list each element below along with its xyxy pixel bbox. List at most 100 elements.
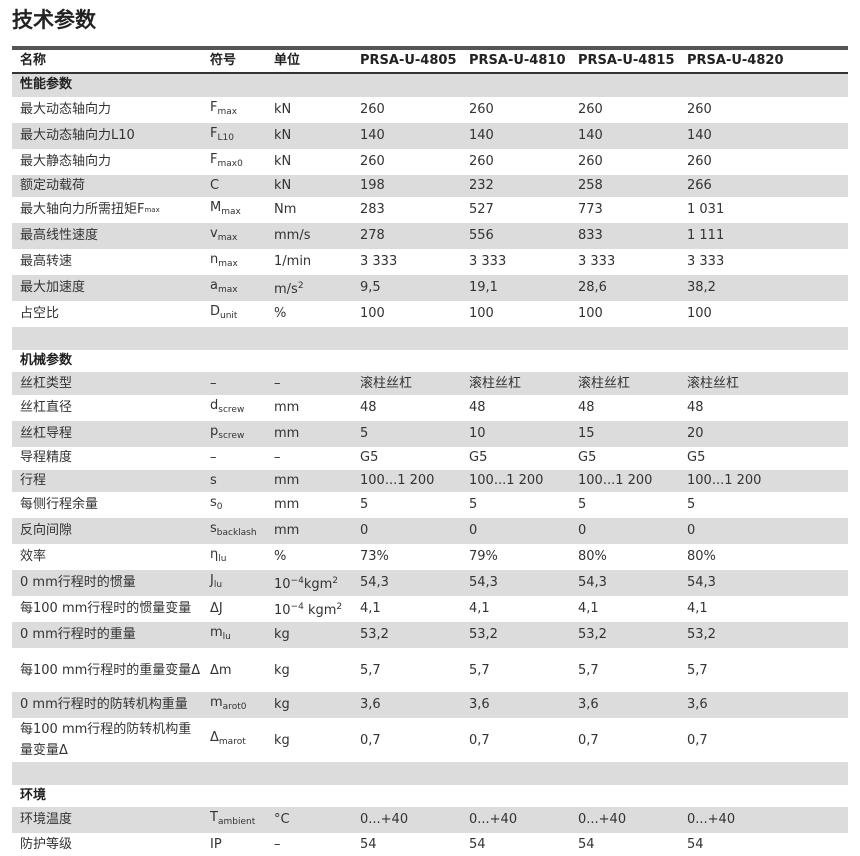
- value-cell: 0,7: [469, 732, 490, 748]
- unit-cell: mm: [266, 395, 352, 421]
- unit-cell: m/s2: [266, 275, 352, 302]
- unit-cell: mm: [266, 492, 352, 518]
- param-name: 环境温度: [12, 807, 202, 834]
- unit: kN: [274, 153, 292, 169]
- symbol: F: [210, 125, 218, 141]
- symbol-subscript: lu: [213, 580, 223, 591]
- value-cell: 28,6: [570, 275, 679, 302]
- value-cell: 0...+40: [352, 807, 461, 834]
- unit-cell: mm: [266, 518, 352, 545]
- unit-cell: mm/s: [266, 223, 352, 250]
- symbol: C: [210, 177, 220, 193]
- value-cell: 3 333: [687, 254, 725, 270]
- symbol: s: [210, 495, 217, 511]
- value-cell: 260: [469, 153, 494, 169]
- param-name-text: 丝杠类型: [20, 375, 73, 391]
- unit-superscript: −4: [290, 602, 304, 613]
- value-cell: 54,3: [352, 570, 461, 597]
- section-title: 性能参数: [12, 73, 848, 97]
- symbol: m: [210, 695, 223, 711]
- param-name-text: 0 mm行程时的惯量: [20, 575, 136, 591]
- section-row: 环境: [12, 785, 848, 808]
- symbol-cell: Δmarot: [202, 718, 266, 762]
- unit-cell: –: [266, 372, 352, 395]
- unit-part: kgm: [303, 577, 333, 593]
- param-name-text: 最大静态轴向力: [20, 153, 112, 169]
- value-cell: 278: [352, 223, 461, 250]
- unit-cell: 1/min: [266, 249, 352, 275]
- param-name-text: 最大加速度: [20, 280, 86, 296]
- param-name-text: 反向间隙: [20, 523, 73, 539]
- symbol: a: [210, 278, 218, 294]
- value-cell: 53,2: [570, 622, 679, 649]
- value-cell: 266: [679, 174, 848, 198]
- param-name: 最大静态轴向力: [12, 149, 202, 175]
- unit-cell: mm: [266, 469, 352, 493]
- value-cell: 20: [679, 420, 848, 447]
- symbol-subscript: max: [217, 285, 238, 296]
- unit-superscript: −4: [290, 576, 304, 587]
- symbol-subscript: L10: [217, 132, 234, 143]
- value-cell: 3,6: [570, 692, 679, 719]
- value-cell: 5: [578, 497, 587, 513]
- param-name-subscript: max: [144, 206, 160, 215]
- header-model: PRSA-U-4815: [570, 48, 679, 74]
- header-unit: 单位: [266, 48, 352, 74]
- table-row: 每100 mm行程时的重量变量Δ Δm kg 5,7 5,7 5,7 5,7: [12, 648, 848, 692]
- param-name-text: 最大动态轴向力: [20, 101, 112, 117]
- section-row: 性能参数: [12, 73, 848, 97]
- value-cell: 0: [570, 518, 679, 545]
- symbol-subscript: marot: [218, 737, 246, 748]
- unit: –: [274, 450, 281, 466]
- value-cell: 198: [352, 174, 461, 198]
- value-cell: 140: [679, 122, 848, 149]
- table-row: 反向间隙 sbacklash mm 0 0 0 0: [12, 518, 848, 545]
- param-name-text: 行程: [20, 472, 47, 488]
- symbol: s: [210, 521, 217, 537]
- param-name-text: 效率: [20, 549, 47, 565]
- param-name-text: 导程精度: [20, 450, 73, 466]
- symbol-subscript: ambient: [217, 817, 256, 828]
- table-row: 占空比 Dunit% 100 100 100 100: [12, 301, 848, 327]
- param-name: 每侧行程余量: [12, 492, 202, 518]
- value-cell: 滚柱丝杠: [352, 372, 461, 395]
- value-cell: 4,1: [578, 601, 599, 617]
- param-name: 最大加速度: [12, 275, 202, 302]
- table-row: 丝杠类型 – – 滚柱丝杠 滚柱丝杠 滚柱丝杠 滚柱丝杠: [12, 372, 848, 395]
- value-cell: 滚柱丝杠: [570, 372, 679, 395]
- param-name-text: 0 mm行程时的防转机构重量: [20, 697, 188, 713]
- param-name-text: 最高转速: [20, 254, 73, 270]
- symbol-subscript: screw: [218, 404, 245, 415]
- symbol: F: [210, 151, 218, 167]
- param-name: 每100 mm行程时的重量变量Δ: [12, 648, 202, 692]
- value-cell: 4,1: [360, 601, 381, 617]
- param-name: 每100 mm行程的防转机构重量变量Δ: [12, 718, 202, 762]
- value-cell: 232: [461, 174, 570, 198]
- value-cell: 258: [570, 174, 679, 198]
- table-row: 导程精度 – – G5 G5 G5 G5: [12, 447, 848, 470]
- value-cell: 53,2: [461, 622, 570, 649]
- value-cell: 260: [578, 153, 603, 169]
- value-cell: 滚柱丝杠: [461, 372, 570, 395]
- symbol-cell: marot0: [202, 692, 266, 719]
- table-row: 丝杠直径 dscrew mm 48 48 48 48: [12, 395, 848, 421]
- symbol-cell: Jlu: [202, 570, 266, 597]
- symbol-cell: Tambient: [202, 807, 266, 834]
- header-model: PRSA-U-4810: [461, 48, 570, 74]
- value-cell: 527: [469, 202, 494, 218]
- param-name: 0 mm行程时的防转机构重量: [12, 692, 202, 719]
- symbol-cell: mlu: [202, 622, 266, 649]
- unit: kN: [274, 177, 292, 193]
- unit-cell: kg: [266, 692, 352, 719]
- symbol-cell: s: [202, 469, 266, 493]
- value-cell: 48: [687, 399, 704, 415]
- param-name-text: 每100 mm行程的防转机构重量变量Δ: [20, 722, 192, 759]
- symbol-cell: Fmax0: [202, 149, 266, 175]
- header-symbol: 符号: [202, 48, 266, 74]
- unit: Nm: [274, 202, 297, 218]
- param-name-text: 每100 mm行程时的重量变量Δ: [20, 662, 201, 678]
- param-name-text: 丝杠导程: [20, 425, 73, 441]
- unit-superscript: 2: [336, 602, 343, 613]
- symbol: M: [210, 200, 222, 216]
